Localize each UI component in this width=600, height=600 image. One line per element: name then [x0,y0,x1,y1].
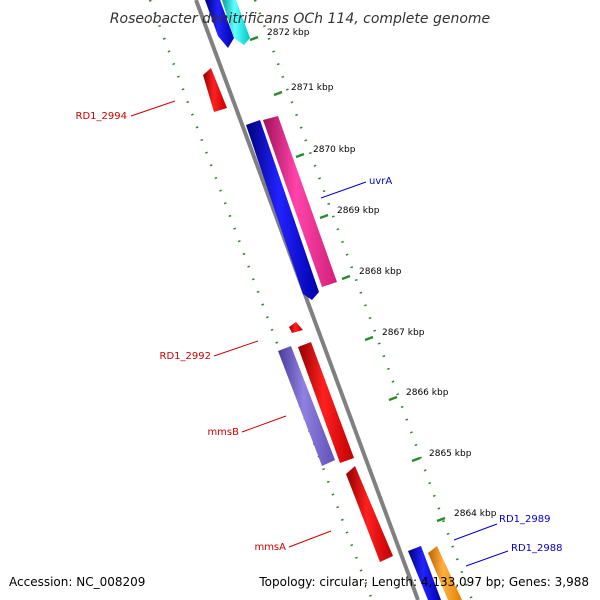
tick-label: 2872 kbp [267,28,310,38]
gene-arrow-forward-top-cyan [222,0,250,45]
gene-arrow-uvra-pink [263,116,337,287]
leader-uvra [320,181,367,199]
kbp-ticks: 2872 kbp 2871 kbp 2870 kbp 2869 kbp 2868 kbp… [249,28,497,523]
leader-rd1-2988 [465,550,509,567]
tick-mark [341,274,351,281]
gene-arrow-uvra-blue [246,120,319,300]
inner-track-dotted [148,0,374,600]
leader-rd1-2994 [130,100,176,117]
genome-summary-text: Topology: circular; Length: 4,133,097 bp… [258,575,589,589]
leader-rd1-2992 [213,340,259,357]
gene-label-rd1-2989: RD1_2989 [499,514,550,525]
tick-label: 2868 kbp [359,267,402,277]
tick-label: 2869 kbp [337,206,380,216]
tick-mark [295,152,305,159]
tick-mark [273,90,283,97]
map-title: Roseobacter denitrificans OCh 114, compl… [110,11,490,27]
gene-label-uvra: uvrA [369,176,392,187]
gene-label-rd1-2994: RD1_2994 [76,111,127,122]
tick-label: 2865 kbp [429,449,472,459]
gene-arrow-rd1-2989-blue [408,546,441,600]
gene-label-mmsb: mmsB [207,427,239,438]
gene-arrow-rd1-2994-red [203,68,227,112]
leader-mmsb [241,415,287,433]
accession-text: Accession: NC_008209 [9,575,145,589]
gene-arrow-forward-top-blue [205,0,234,48]
tick-mark [364,335,374,342]
gene-label-rd1-2992: RD1_2992 [160,351,211,362]
gene-arrow-rd1-2988-orange [428,546,462,600]
gene-arrow-mmsa-red-lower [346,466,393,562]
tick-mark [388,395,398,402]
tick-label: 2870 kbp [313,145,356,155]
leader-rd1-2989 [453,523,498,541]
gene-arrow-rd1-2992-red [289,322,303,333]
gene-label-mmsa: mmsA [254,542,286,553]
tick-mark [249,35,259,42]
leader-mmsa [288,530,332,548]
gene-arrow-mmsa-red [298,342,354,463]
tick-label: 2864 kbp [454,509,497,519]
genome-backbone [194,0,420,600]
tick-label: 2871 kbp [291,83,334,93]
tick-label: 2866 kbp [406,388,449,398]
tick-mark [436,516,446,523]
gene-arrow-mmsb-purple [278,346,335,466]
gene-label-rd1-2988: RD1_2988 [511,543,562,554]
tick-mark [411,456,421,463]
tick-label: 2867 kbp [382,328,425,338]
tick-mark [319,213,329,220]
